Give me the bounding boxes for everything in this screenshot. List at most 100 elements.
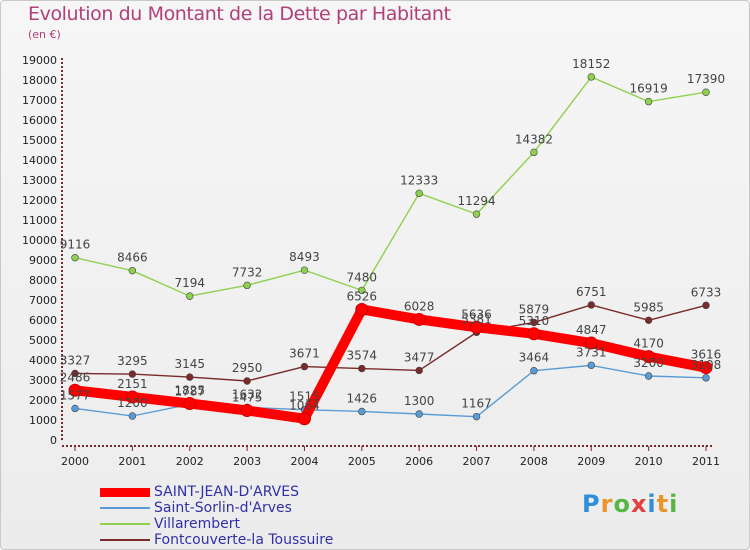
data-point (644, 97, 653, 106)
data-label: 8493 (289, 250, 320, 264)
data-label: 3145 (174, 357, 205, 371)
data-point (415, 189, 423, 198)
series-line (70, 304, 711, 424)
data-label: 1577 (60, 388, 91, 402)
data-point (470, 320, 484, 334)
y-tick-label: 14000 (22, 154, 57, 167)
data-point (71, 404, 79, 413)
data-label: 2151 (117, 377, 148, 391)
data-label: 1475 (232, 391, 263, 405)
data-point (68, 383, 82, 397)
data-point (240, 404, 254, 417)
data-label: 1300 (404, 394, 435, 408)
x-tick-label: 2009 (577, 455, 605, 468)
data-point (702, 88, 710, 96)
logo-letter: r (600, 490, 614, 518)
data-label: 1825 (174, 384, 205, 398)
y-tick-label: 17000 (22, 94, 57, 107)
data-label: 6028 (404, 299, 435, 313)
x-tick-label: 2010 (635, 455, 663, 468)
series-line (74, 304, 707, 382)
chart-axes: 0 1000 2000 3000 4000 5000 6000 7000 8000 9000 100… (22, 54, 720, 468)
data-label: 1167 (461, 397, 492, 411)
data-label: 5985 (633, 300, 664, 314)
series-villarembert (71, 73, 710, 300)
y-tick-label: 0 (50, 434, 57, 447)
y-tick-label: 19000 (22, 54, 57, 67)
data-point (128, 266, 137, 275)
data-label: 3295 (117, 354, 148, 368)
y-tick-label: 15000 (22, 134, 57, 147)
data-label: 14382 (515, 132, 553, 146)
series-line (74, 364, 707, 418)
data-labels-layer: 1577 1200 1787 1632 1515 1426 1300 1167 3464 3731… (60, 57, 725, 413)
data-point (358, 407, 366, 416)
data-point (300, 362, 309, 371)
data-label: 6733 (691, 285, 722, 299)
data-point (415, 366, 423, 375)
y-tick-label: 11000 (22, 214, 57, 227)
data-point (243, 377, 251, 385)
data-label: 9116 (60, 238, 91, 252)
data-point (644, 316, 653, 324)
data-point (355, 302, 369, 316)
data-point (530, 148, 538, 157)
data-label: 1064 (289, 399, 320, 413)
y-tick-label: 13000 (22, 174, 57, 187)
data-label: 11294 (457, 194, 495, 208)
proxiti-logo: Proxiti (582, 490, 678, 518)
data-label: 4170 (633, 337, 664, 351)
series-line (74, 76, 707, 297)
data-point (71, 253, 79, 262)
data-label: 3477 (404, 350, 435, 364)
data-point (527, 327, 541, 341)
data-label: 1200 (117, 396, 148, 410)
x-tick-label: 2006 (405, 455, 433, 468)
data-point (412, 312, 426, 326)
data-label: 5381 (461, 312, 492, 326)
data-point (642, 350, 656, 364)
data-label: 1426 (347, 391, 378, 405)
data-label: 3671 (289, 347, 320, 361)
data-point (587, 73, 595, 81)
data-label: 1787 (174, 384, 205, 398)
x-tick-label: 2011 (692, 455, 720, 468)
data-point (702, 374, 710, 382)
data-label: 5879 (519, 302, 550, 316)
data-label: 3327 (60, 353, 91, 367)
legend-swatch (100, 507, 150, 509)
legend-label: Saint-Sorlin-d'Arves (154, 500, 292, 516)
logo-letter: i (669, 490, 679, 518)
legend-swatch (100, 523, 150, 525)
y-tick-label: 5000 (29, 334, 57, 347)
legend-swatch (100, 539, 150, 541)
data-label: 3464 (519, 351, 550, 365)
data-point (358, 364, 366, 373)
logo-letter: o (613, 490, 631, 518)
y-tick-label: 8000 (29, 274, 57, 287)
data-label: 6526 (347, 289, 378, 303)
data-label: 3574 (347, 349, 378, 363)
legend-label: Villarembert (154, 516, 240, 532)
y-tick-label: 3000 (29, 374, 57, 387)
data-label: 5636 (461, 307, 492, 321)
y-tick-label: 9000 (29, 254, 57, 267)
data-label: 3731 (576, 345, 607, 359)
y-tick-label: 18000 (22, 74, 57, 87)
data-point (415, 410, 423, 418)
data-point (300, 266, 309, 274)
logo-letter: t (656, 490, 670, 518)
x-tick-label: 2004 (290, 455, 318, 468)
series-fontcouverte-la-toussuire (71, 301, 710, 385)
x-tick-label: 2005 (348, 455, 376, 468)
x-tick-label: 2002 (176, 455, 204, 468)
chart-title: Evolution du Montant de la Dette par Hab… (28, 3, 451, 25)
data-label: 1515 (289, 390, 320, 404)
logo-letter: i (647, 490, 657, 518)
x-tick-label: 2007 (463, 455, 491, 468)
data-label: 2950 (232, 361, 263, 375)
data-label: 2486 (60, 370, 91, 384)
data-label: 3108 (691, 358, 722, 372)
data-label: 7480 (347, 270, 378, 284)
series-saint-jean-d-arves (68, 302, 713, 426)
